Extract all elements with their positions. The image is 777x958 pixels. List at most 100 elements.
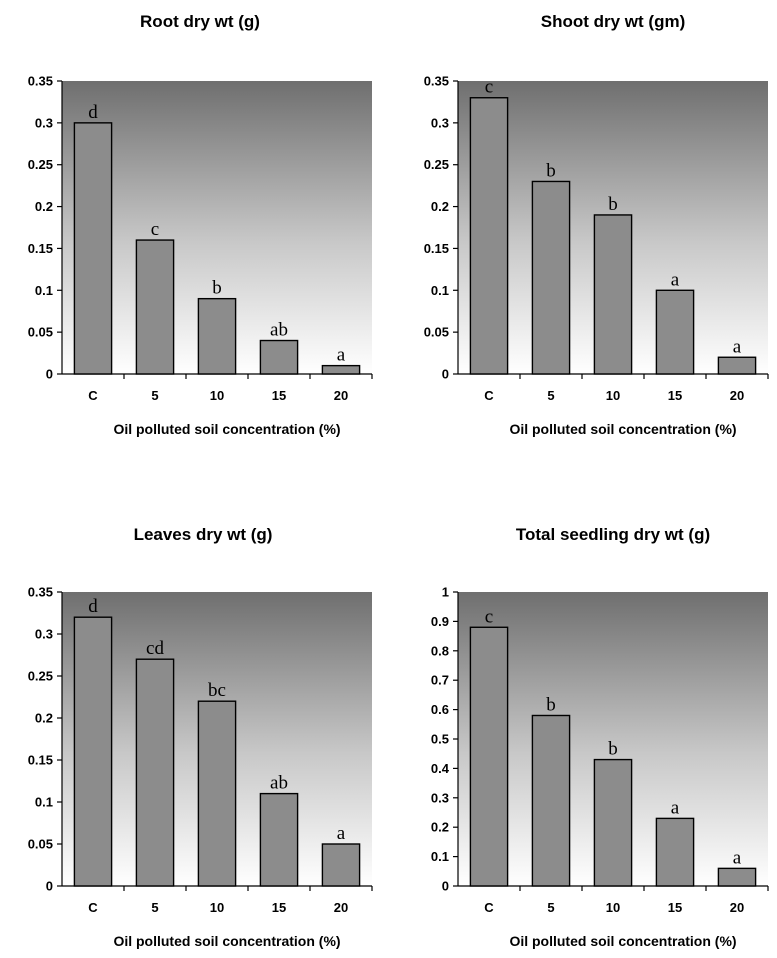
chart-panel-1: Root dry wt (g) 0 0.05 0.1 0.15 0.2 0.25 0.3 0.3…	[28, 12, 373, 437]
y-tick-label: 0.05	[28, 325, 53, 340]
significance-letter: c	[151, 219, 159, 240]
bar-20	[321, 843, 361, 887]
x-tick-label: 5	[151, 900, 158, 915]
significance-letter: b	[546, 160, 556, 181]
significance-letter: cd	[146, 638, 164, 659]
y-tick-label: 0.25	[424, 157, 449, 172]
y-tick-label: 0.15	[424, 241, 449, 256]
y-tick-label: 0	[442, 879, 449, 894]
y-tick-label: 0.3	[431, 115, 449, 130]
significance-letter: c	[485, 606, 493, 627]
y-tick-label: 0.2	[431, 199, 449, 214]
x-tick-label: C	[484, 388, 494, 403]
y-tick-label: 0.05	[28, 837, 53, 852]
y-tick-label: 0.35	[424, 74, 449, 89]
y-tick-label: 0.25	[28, 157, 53, 172]
y-tick-label: 1	[442, 585, 449, 600]
y-tick-label: 0.35	[28, 74, 53, 89]
x-tick-label: 15	[272, 900, 286, 915]
y-tick-label: 0.2	[35, 711, 53, 726]
y-tick-label: 0.2	[431, 820, 449, 835]
x-tick-label: 10	[606, 388, 620, 403]
bar-10	[593, 758, 633, 887]
bar-5	[531, 180, 571, 375]
x-tick-label: 15	[668, 900, 682, 915]
x-tick-label: C	[484, 900, 494, 915]
bar-5	[135, 239, 175, 375]
x-tick-label: 15	[272, 388, 286, 403]
x-tick-label: 5	[547, 388, 554, 403]
y-tick-label: 0.3	[431, 790, 449, 805]
bar-5	[135, 658, 175, 887]
y-tick-label: 0.25	[28, 669, 53, 684]
bar-10	[197, 297, 237, 375]
y-tick-label: 0.8	[431, 643, 449, 658]
x-tick-label: 5	[547, 900, 554, 915]
x-tick-label: 10	[606, 900, 620, 915]
significance-letter: b	[608, 194, 618, 215]
significance-letter: d	[88, 596, 98, 617]
y-tick-label: 0.15	[28, 753, 53, 768]
significance-letter: c	[485, 77, 493, 98]
significance-letter: a	[337, 345, 346, 366]
bar-5	[531, 714, 571, 887]
significance-letter: b	[212, 278, 222, 299]
bar-15	[655, 289, 695, 375]
x-tick-label: 10	[210, 388, 224, 403]
bar-C	[469, 626, 509, 887]
x-tick-label: 20	[730, 388, 744, 403]
bar-15	[259, 339, 299, 375]
bar-10	[593, 214, 633, 375]
chart-title: Leaves dry wt (g)	[134, 525, 273, 544]
bar-20	[717, 867, 757, 887]
x-tick-label: 10	[210, 900, 224, 915]
significance-letter: a	[337, 823, 346, 844]
significance-letter: b	[608, 739, 618, 760]
bar-20	[717, 356, 757, 375]
x-axis-label: Oil polluted soil concentration (%)	[509, 933, 736, 949]
y-tick-label: 0.1	[431, 283, 449, 298]
x-tick-label: 20	[334, 388, 348, 403]
significance-letter: ab	[270, 773, 288, 794]
x-tick-label: 15	[668, 388, 682, 403]
significance-letter: ab	[270, 320, 288, 341]
chart-panel-2: Shoot dry wt (gm) 0 0.05 0.1 0.15 0.2 0.25 0.3 0…	[424, 12, 769, 437]
chart-panel-3: Leaves dry wt (g) 0 0.05 0.1 0.15 0.2 0.25 0.3 0…	[28, 525, 373, 949]
y-tick-label: 0	[442, 367, 449, 382]
bar-C	[469, 97, 509, 375]
significance-letter: a	[671, 269, 680, 290]
x-tick-label: C	[88, 388, 98, 403]
x-tick-label: 20	[730, 900, 744, 915]
y-tick-label: 0.4	[431, 761, 450, 776]
y-tick-label: 0.1	[35, 283, 53, 298]
significance-letter: d	[88, 102, 98, 123]
x-axis-label: Oil polluted soil concentration (%)	[509, 421, 736, 437]
y-tick-label: 0.1	[431, 849, 449, 864]
bar-10	[197, 700, 237, 887]
x-tick-label: 20	[334, 900, 348, 915]
significance-letter: a	[733, 847, 742, 868]
y-tick-label: 0.3	[35, 627, 53, 642]
chart-title: Total seedling dry wt (g)	[516, 525, 710, 544]
y-tick-label: 0.6	[431, 702, 449, 717]
bar-C	[73, 122, 113, 375]
chart-title: Root dry wt (g)	[140, 12, 260, 31]
chart-title: Shoot dry wt (gm)	[541, 12, 685, 31]
significance-letter: a	[733, 336, 742, 357]
y-tick-label: 0.15	[28, 241, 53, 256]
y-tick-label: 0.5	[431, 732, 449, 747]
y-tick-label: 0.05	[424, 325, 449, 340]
x-tick-label: 5	[151, 388, 158, 403]
bar-C	[73, 616, 113, 887]
significance-letter: b	[546, 694, 556, 715]
bar-20	[321, 364, 361, 375]
y-tick-label: 0.7	[431, 673, 449, 688]
y-tick-label: 0.1	[35, 795, 53, 810]
chart-panel-4: Total seedling dry wt (g) 0 0.1 0.2 0.3 0.4 0.…	[431, 525, 769, 949]
bar-15	[259, 792, 299, 887]
y-tick-label: 0.3	[35, 115, 53, 130]
y-tick-label: 0	[46, 879, 53, 894]
x-axis-label: Oil polluted soil concentration (%)	[113, 933, 340, 949]
y-tick-label: 0.9	[431, 614, 449, 629]
y-tick-label: 0.35	[28, 585, 53, 600]
